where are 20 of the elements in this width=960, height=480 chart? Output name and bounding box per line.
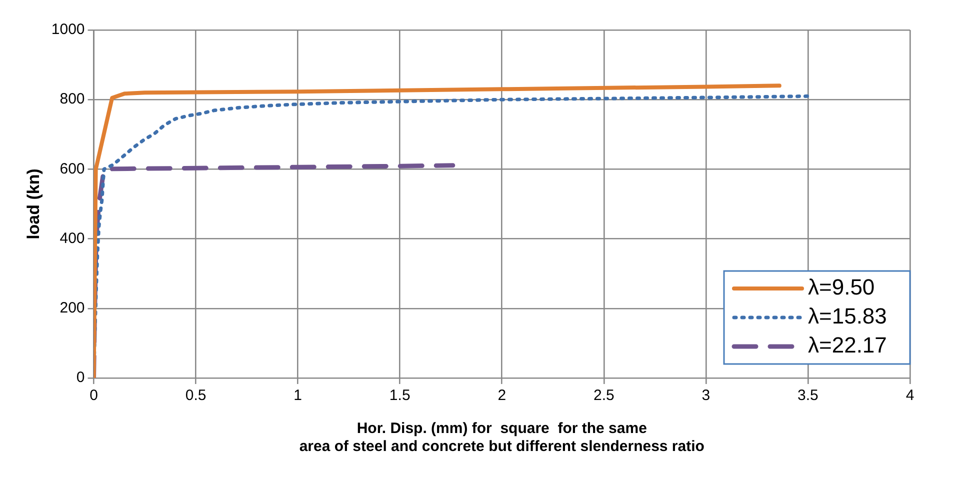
x-axis-title: Hor. Disp. (mm) for square for the same area of steel and concrete but different slenderness ratio (299, 420, 704, 456)
legend-label: λ=15.83 (808, 304, 887, 329)
x-tick-label: 1 (294, 387, 302, 404)
x-tick-label: 2.5 (593, 387, 614, 404)
x-tick-label: 1.5 (389, 387, 410, 404)
x-tick-label: 3 (702, 387, 710, 404)
x-tick-label: 3.5 (798, 387, 818, 404)
y-tick-label: 400 (60, 230, 85, 247)
legend-label: λ=22.17 (808, 332, 887, 358)
legend-label: λ=9.50 (808, 274, 875, 300)
x-tick-label: 0 (90, 387, 98, 404)
y-tick-label: 200 (60, 300, 85, 317)
y-tick-label: 800 (60, 90, 85, 108)
x-tick-label: 0.5 (185, 387, 206, 404)
y-tick-label: 1000 (51, 21, 85, 38)
y-axis-title: load (kn) (24, 168, 43, 240)
x-tick-label: 2 (498, 387, 506, 404)
x-tick-label: 4 (906, 387, 914, 404)
y-tick-label: 600 (60, 160, 85, 178)
y-tick-label: 0 (76, 369, 85, 386)
